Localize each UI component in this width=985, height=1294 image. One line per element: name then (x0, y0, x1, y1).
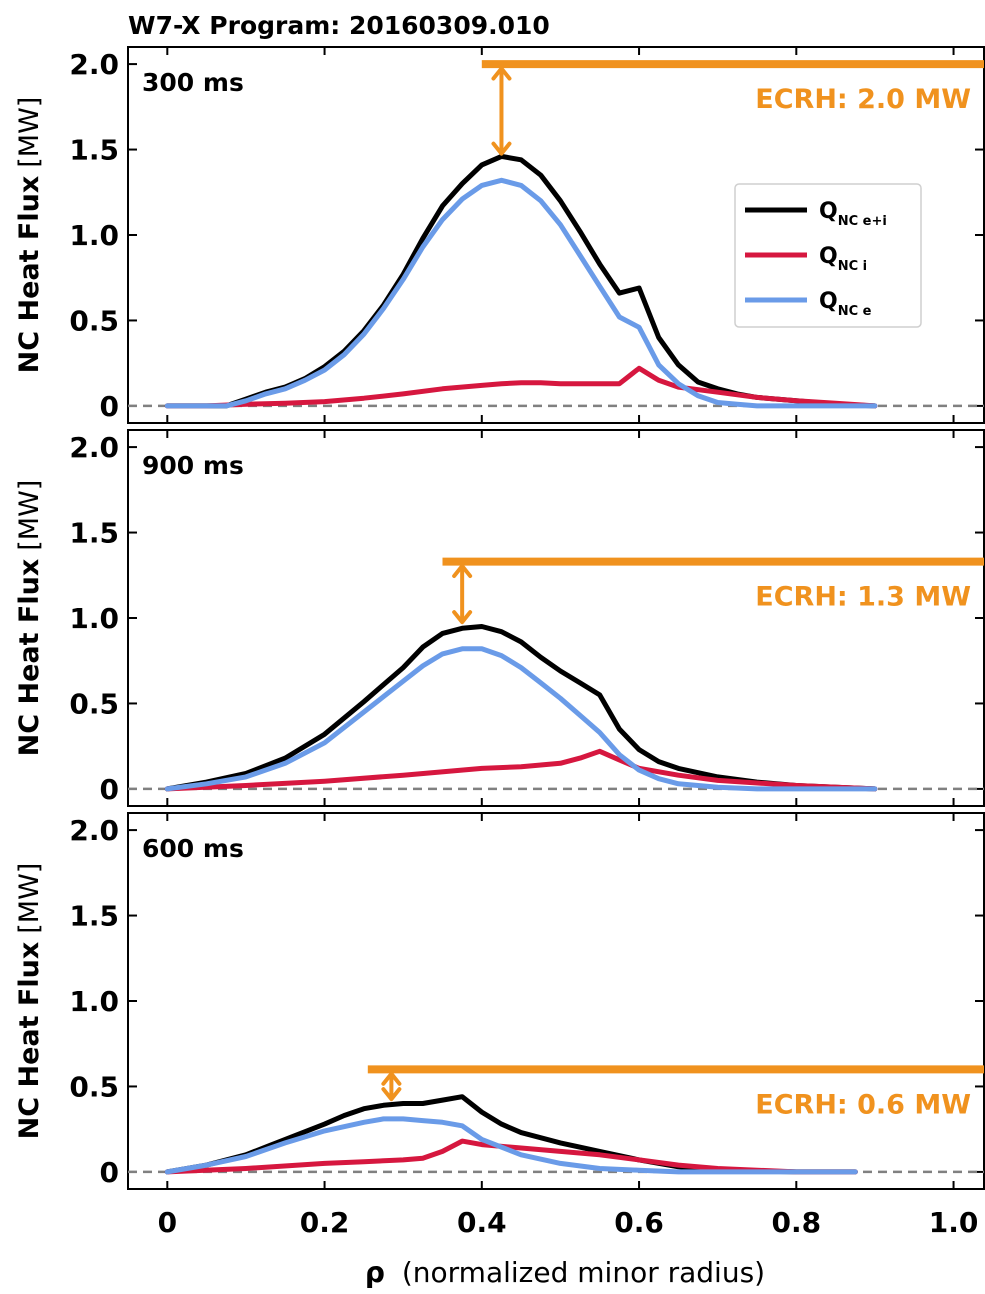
y-tick-label: 1.5 (69, 517, 119, 550)
series-line-ion (164, 1138, 858, 1175)
legend-label-base: Q (819, 244, 838, 269)
y-tick-label: 1.5 (69, 134, 119, 167)
y-tick-label: 1.0 (69, 985, 119, 1018)
axes-frame (127, 812, 985, 1190)
panel-time-label: 900 ms (142, 451, 244, 480)
panel-time-label: 300 ms (142, 68, 244, 97)
ecrh-gap-arrow-head-bottom (452, 610, 473, 625)
x-tick-label: 0.2 (300, 1206, 350, 1239)
ecrh-label: ECRH: 0.6 MW (755, 1089, 971, 1120)
y-tick-label: 0 (100, 1156, 119, 1189)
x-tick-label: 0.6 (614, 1206, 664, 1239)
ecrh-gap-arrow-head-top (452, 564, 473, 579)
legend-label-base: Q (819, 289, 838, 314)
x-tick-label: 0.4 (457, 1206, 507, 1239)
y-tick-label: 0 (100, 390, 119, 423)
ecrh-gap-arrow-head-top (381, 1071, 402, 1086)
legend-label-ion: QNC i (819, 244, 867, 274)
y-tick-label: 2.0 (69, 431, 119, 464)
y-axis-label: NC Heat Flux [MW] (14, 480, 45, 757)
y-tick-label: 0.5 (69, 1070, 119, 1103)
series-line-electron (164, 1116, 858, 1175)
y-tick-label: 0 (100, 773, 119, 806)
y-tick-label: 2.0 (69, 814, 119, 847)
legend-box (734, 183, 922, 328)
y-axis-label: NC Heat Flux [MW] (14, 97, 45, 374)
y-tick-label: 1.0 (69, 219, 119, 252)
ecrh-gap-arrow-head-bottom (491, 141, 512, 156)
panel-time-label: 600 ms (142, 834, 244, 863)
y-tick-label: 0.5 (69, 304, 119, 337)
y-axis-label: NC Heat Flux [MW] (14, 863, 45, 1140)
y-axis-label-bold: NC Heat Flux (14, 942, 45, 1140)
legend-label-subscript: NC i (838, 259, 867, 274)
y-axis-label-unit: [MW] (14, 863, 45, 934)
legend-label-base: Q (819, 199, 838, 224)
ecrh-label: ECRH: 2.0 MW (755, 84, 971, 115)
legend-label-subscript: NC e (838, 304, 872, 319)
series-line-total (164, 624, 878, 792)
x-axis-label-symbol: ρ (365, 1256, 385, 1289)
ecrh-gap-arrow-head-bottom (381, 1087, 402, 1102)
x-axis-label-text: (normalized minor radius) (402, 1256, 765, 1289)
figure-title: W7-X Program: 20160309.010 (128, 11, 550, 40)
axes-frame (127, 429, 985, 807)
series-line-total (164, 1094, 858, 1175)
legend-label-subscript: NC e+i (838, 214, 887, 229)
x-tick-label: 1.0 (929, 1206, 979, 1239)
y-tick-label: 1.0 (69, 602, 119, 635)
legend-label-electron: QNC e (819, 289, 872, 319)
x-tick-label: 0.8 (771, 1206, 821, 1239)
series-line-electron (164, 646, 878, 792)
y-axis-label-unit: [MW] (14, 480, 45, 551)
legend-label-total: QNC e+i (819, 199, 887, 229)
series-line-ion (164, 748, 878, 792)
series-line-electron (164, 177, 878, 409)
y-axis-label-bold: NC Heat Flux (14, 176, 45, 374)
panel-300ms: 0 0.5 1.0 1.5 2.0 ECRH: 2.0 MW 300 ms NC Heat F… (14, 46, 985, 424)
y-tick-label: 2.0 (69, 48, 119, 81)
y-axis-label-bold: NC Heat Flux (14, 559, 45, 757)
y-axis-label-unit: [MW] (14, 97, 45, 168)
ecrh-gap-arrow-head-top (491, 66, 512, 81)
x-axis-label: ρ (normalized minor radius) (365, 1256, 765, 1289)
x-tick-label: 0 (158, 1206, 177, 1239)
panel-600ms: 0 0.5 1.0 1.5 2.0 0 0.2 0.4 0.6 0.8 1.0 ECRH: 0.6 M… (14, 812, 985, 1239)
series-line-ion (164, 365, 878, 409)
ecrh-label: ECRH: 1.3 MW (755, 582, 971, 613)
y-tick-label: 0.5 (69, 687, 119, 720)
panel-900ms: 0 0.5 1.0 1.5 2.0 ECRH: 1.3 MW 900 ms NC Heat F… (14, 429, 985, 807)
y-tick-label: 1.5 (69, 900, 119, 933)
